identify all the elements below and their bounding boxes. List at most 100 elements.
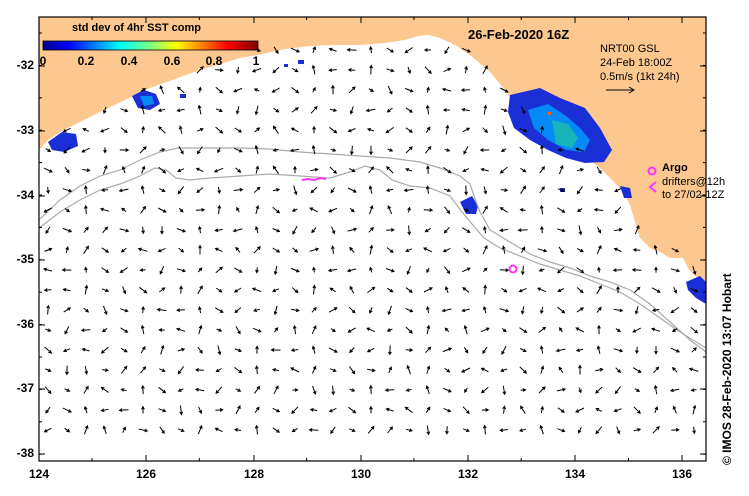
current-arrow (349, 428, 356, 432)
current-arrow (424, 227, 431, 233)
current-arrow (540, 144, 544, 155)
current-arrow (215, 386, 223, 394)
current-arrow (405, 388, 412, 392)
current-arrow (443, 166, 452, 174)
current-arrow (692, 426, 696, 435)
current-arrow (120, 347, 128, 353)
current-arrow (273, 46, 279, 55)
current-arrow (407, 206, 411, 213)
current-arrow (632, 367, 642, 373)
current-arrow (671, 328, 678, 332)
current-arrow (177, 347, 186, 352)
current-arrow (670, 268, 681, 273)
current-arrow (120, 388, 127, 392)
current-arrow (139, 286, 148, 294)
current-arrow (520, 185, 527, 194)
current-arrow (594, 188, 603, 192)
current-arrow (557, 148, 564, 152)
current-arrow (559, 327, 563, 333)
current-arrow (614, 386, 621, 395)
current-arrow (330, 148, 337, 152)
current-arrow (176, 228, 187, 233)
current-arrow (215, 408, 224, 412)
axis-ticks (38, 17, 706, 461)
current-arrow (386, 47, 395, 53)
current-arrow (558, 164, 564, 175)
current-arrow (82, 168, 91, 173)
current-arrow (520, 405, 526, 415)
current-arrow (309, 247, 320, 252)
current-arrow (690, 388, 697, 392)
current-arrow (404, 406, 413, 414)
current-arrow (540, 306, 544, 315)
current-arrow (499, 207, 508, 213)
current-arrow (444, 266, 451, 275)
current-arrow (196, 66, 204, 74)
current-arrow (347, 68, 356, 72)
current-arrow (253, 246, 261, 254)
current-arrow (62, 407, 73, 413)
current-arrow (406, 364, 411, 375)
current-vectors (42, 45, 699, 436)
current-arrow (255, 267, 259, 274)
current-arrow (233, 187, 244, 192)
current-arrow (557, 266, 565, 274)
current-arrow (233, 428, 242, 432)
current-arrow (274, 327, 279, 333)
current-arrow (272, 288, 280, 293)
current-arrow (482, 205, 488, 214)
current-arrow (405, 168, 413, 172)
current-arrow (309, 408, 318, 412)
current-arrow (331, 226, 336, 235)
current-arrow (500, 108, 508, 112)
current-arrow (595, 408, 603, 412)
current-arrow (499, 428, 508, 433)
current-arrow (520, 106, 526, 115)
current-arrow (441, 87, 452, 92)
current-arrow (64, 388, 71, 392)
current-arrow (445, 285, 449, 294)
current-arrow (120, 308, 129, 313)
current-arrow (593, 207, 604, 212)
current-arrow (102, 305, 108, 316)
current-arrow (328, 347, 338, 353)
current-arrow (385, 188, 394, 192)
current-arrow (539, 166, 545, 174)
current-arrow (540, 405, 544, 414)
current-arrow (311, 325, 317, 335)
current-arrow (407, 66, 412, 75)
current-arrow (557, 188, 565, 193)
current-arrow (81, 347, 90, 352)
current-arrow (179, 405, 184, 416)
current-arrow (195, 207, 206, 212)
current-arrow (424, 145, 432, 154)
current-arrow (328, 307, 338, 313)
current-arrow (84, 424, 89, 435)
current-arrow (539, 345, 544, 354)
current-arrow (65, 246, 69, 254)
current-arrow (331, 84, 335, 95)
y-tick-label: -33 (16, 123, 34, 137)
current-arrow (633, 286, 641, 294)
current-arrow (444, 46, 450, 55)
current-arrow (442, 347, 453, 353)
current-arrow (235, 246, 241, 253)
current-arrow (62, 348, 71, 353)
current-arrow (45, 226, 51, 234)
current-arrow (82, 128, 90, 132)
current-arrow (384, 388, 395, 393)
current-arrow (480, 167, 489, 172)
argo-label: Argo (662, 162, 688, 174)
current-arrow (158, 166, 167, 174)
current-arrow (291, 107, 299, 113)
current-arrow (615, 367, 622, 374)
current-arrow (291, 406, 299, 415)
map-title: 26-Feb-2020 16Z (468, 27, 570, 42)
current-arrow (462, 406, 470, 415)
current-arrow (369, 306, 373, 314)
current-arrow (330, 426, 336, 435)
speed-scale-arrowhead (628, 86, 635, 94)
current-arrow (159, 287, 166, 293)
current-arrow (596, 244, 602, 255)
current-arrow (235, 106, 240, 115)
